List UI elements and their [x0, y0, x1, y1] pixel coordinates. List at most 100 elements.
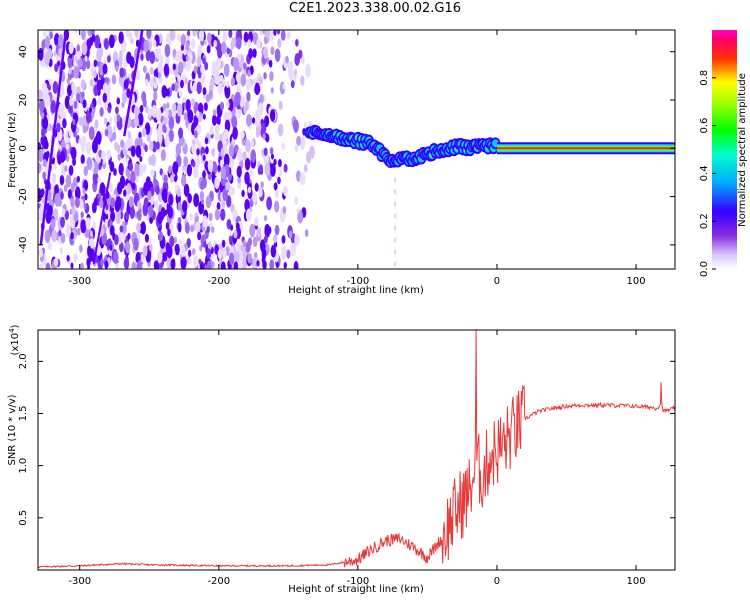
heatmap-cell: [167, 165, 172, 174]
heatmap-cell: [172, 161, 179, 175]
heatmap-cell: [169, 235, 175, 248]
heatmap-cell: [259, 164, 263, 173]
heatmap-cell: [162, 103, 167, 111]
heatmap-cell: [38, 47, 44, 61]
heatmap-cell: [133, 105, 139, 118]
heatmap-cell: [44, 229, 51, 243]
heatmap-cell: [119, 241, 124, 253]
heatmap-cell: [116, 114, 121, 122]
heatmap-cell: [193, 130, 198, 139]
heatmap-cell: [270, 244, 277, 258]
heatmap-cell: [211, 226, 215, 234]
colorbar-tick-label: 0.8: [699, 70, 710, 86]
heatmap-cell: [187, 123, 192, 132]
heatmap-cell: [103, 37, 109, 50]
heatmap-cell: [245, 208, 252, 222]
heatmap-cell: [68, 41, 74, 55]
heatmap-cell: [204, 265, 208, 269]
heatmap-cell: [258, 187, 263, 198]
y-tick-label: 0.5: [18, 510, 29, 526]
heatmap-cell: [394, 237, 397, 243]
snr-multiplier-label: (x104): [8, 324, 21, 355]
heatmap-cell: [207, 159, 214, 173]
heatmap-cell: [175, 51, 180, 62]
heatmap-cell: [195, 221, 201, 233]
heatmap-cell: [220, 261, 226, 269]
heatmap-cell: [66, 84, 73, 97]
heatmap-cell: [264, 115, 270, 128]
heatmap-cell: [250, 138, 255, 148]
heatmap-cell: [224, 119, 231, 133]
heatmap-cell: [273, 158, 277, 166]
heatmap-cell: [242, 151, 247, 161]
heatmap-cell: [294, 233, 300, 247]
heatmap-cell: [201, 177, 207, 189]
heatmap-cell: [235, 222, 240, 231]
x-tick-label: 0: [494, 576, 500, 587]
heatmap-cell: [131, 261, 137, 269]
heatmap-cell: [286, 249, 291, 259]
heatmap-cell: [80, 79, 86, 90]
heatmap-cell: [252, 48, 257, 59]
heatmap-cell: [158, 230, 164, 242]
heatmap-cell: [196, 148, 200, 156]
heatmap-cell: [165, 222, 170, 230]
heatmap-frame: [37, 29, 676, 270]
heatmap-cell: [207, 32, 212, 44]
heatmap-cell: [135, 256, 139, 263]
heatmap-cell: [212, 109, 217, 116]
heatmap-cell: [62, 118, 67, 129]
heatmap-cell: [130, 170, 136, 184]
y-tick-label: 2.0: [18, 353, 29, 369]
heatmap-cell: [38, 263, 44, 269]
heatmap-cell: [171, 83, 176, 91]
heatmap-cell: [170, 258, 176, 269]
heatmap-cell: [42, 82, 48, 95]
heatmap-cell: [237, 261, 243, 269]
heatmap-cell: [96, 79, 102, 92]
heatmap-cell: [96, 245, 101, 257]
heatmap-cell: [243, 62, 247, 71]
heatmap-cell: [234, 91, 241, 106]
heatmap-cell: [85, 110, 92, 124]
heatmap-cell: [123, 257, 130, 269]
heatmap-cell: [283, 185, 288, 197]
heatmap-cell: [199, 190, 205, 201]
heatmap-cell: [277, 123, 284, 137]
snr-plot-area: [38, 330, 675, 569]
heatmap-cell: [177, 222, 182, 232]
heatmap-cell: [60, 232, 66, 244]
heatmap-cell: [220, 148, 225, 156]
heatmap-cell: [109, 244, 113, 251]
x-tick-label: -300: [68, 276, 91, 287]
heatmap-cell: [242, 239, 247, 248]
heatmap-cell: [294, 53, 300, 66]
heatmap-cell: [249, 198, 254, 208]
heatmap-cell: [177, 61, 184, 75]
heatmap-cell: [162, 251, 168, 262]
heatmap-cell: [89, 230, 93, 237]
heatmap-cell: [230, 77, 236, 87]
heatmap-cell: [228, 252, 235, 266]
heatmap-cell: [233, 261, 239, 269]
heatmap-cell: [76, 92, 81, 102]
heatmap-cell: [163, 63, 170, 77]
heatmap-cell: [122, 233, 126, 241]
heatmap-cell: [104, 260, 109, 269]
heatmap-cell: [216, 126, 220, 134]
heatmap-cell: [192, 165, 199, 179]
heatmap-cell: [266, 196, 273, 211]
heatmap-cell: [144, 144, 148, 153]
heatmap-cell: [204, 137, 209, 145]
heatmap-cell: [142, 202, 149, 216]
heatmap-cell: [204, 61, 209, 71]
heatmap-cell: [294, 196, 299, 205]
heatmap-cell: [256, 260, 260, 267]
heatmap-cell: [303, 121, 307, 129]
heatmap-cell: [56, 122, 61, 133]
heatmap-cell: [234, 251, 240, 263]
snr-y-ticks: 0.5 1.0 1.5 2.0: [18, 353, 675, 526]
heatmap-cell: [209, 125, 214, 135]
heatmap-cell: [252, 192, 258, 204]
heatmap-cell: [112, 250, 119, 264]
